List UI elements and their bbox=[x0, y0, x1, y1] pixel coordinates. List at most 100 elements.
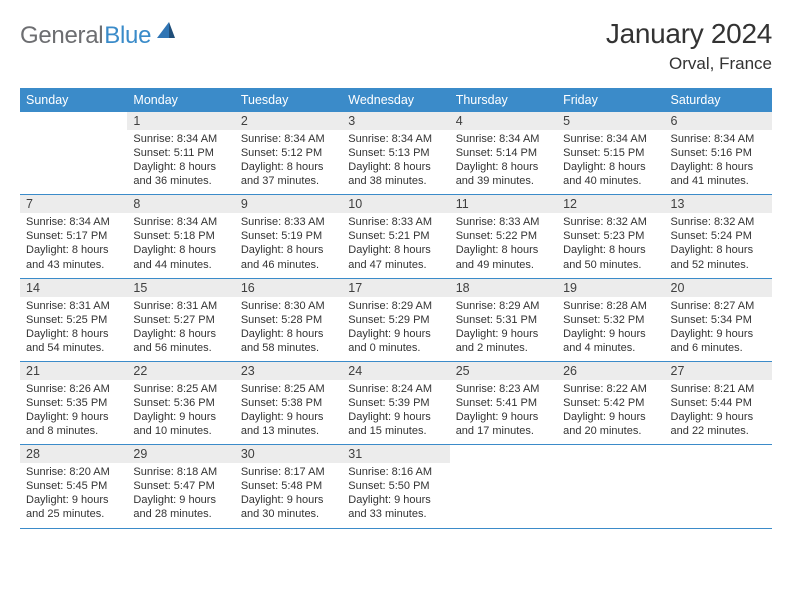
sunrise-text: Sunrise: 8:33 AM bbox=[456, 215, 553, 229]
sunrise-text: Sunrise: 8:18 AM bbox=[133, 465, 230, 479]
daylight-text: Daylight: 8 hours and 43 minutes. bbox=[26, 243, 123, 271]
daylight-text: Daylight: 9 hours and 4 minutes. bbox=[563, 327, 660, 355]
day-body: Sunrise: 8:23 AMSunset: 5:41 PMDaylight:… bbox=[450, 380, 557, 444]
daylight-text: Daylight: 8 hours and 54 minutes. bbox=[26, 327, 123, 355]
day-cell: 12Sunrise: 8:32 AMSunset: 5:23 PMDayligh… bbox=[557, 195, 664, 277]
day-cell: 11Sunrise: 8:33 AMSunset: 5:22 PMDayligh… bbox=[450, 195, 557, 277]
day-cell bbox=[20, 112, 127, 194]
day-body: Sunrise: 8:26 AMSunset: 5:35 PMDaylight:… bbox=[20, 380, 127, 444]
sunrise-text: Sunrise: 8:30 AM bbox=[241, 299, 338, 313]
sunrise-text: Sunrise: 8:34 AM bbox=[563, 132, 660, 146]
day-cell: 29Sunrise: 8:18 AMSunset: 5:47 PMDayligh… bbox=[127, 445, 234, 527]
sunrise-text: Sunrise: 8:31 AM bbox=[26, 299, 123, 313]
sunset-text: Sunset: 5:24 PM bbox=[671, 229, 768, 243]
weekday-saturday: Saturday bbox=[665, 88, 772, 112]
day-cell: 7Sunrise: 8:34 AMSunset: 5:17 PMDaylight… bbox=[20, 195, 127, 277]
day-body: Sunrise: 8:25 AMSunset: 5:36 PMDaylight:… bbox=[127, 380, 234, 444]
sunset-text: Sunset: 5:18 PM bbox=[133, 229, 230, 243]
weekday-header: Sunday Monday Tuesday Wednesday Thursday… bbox=[20, 88, 772, 112]
day-number: 12 bbox=[557, 195, 664, 213]
day-body: Sunrise: 8:24 AMSunset: 5:39 PMDaylight:… bbox=[342, 380, 449, 444]
day-number: 30 bbox=[235, 445, 342, 463]
sunrise-text: Sunrise: 8:34 AM bbox=[671, 132, 768, 146]
day-number: 29 bbox=[127, 445, 234, 463]
sunrise-text: Sunrise: 8:29 AM bbox=[348, 299, 445, 313]
daylight-text: Daylight: 9 hours and 15 minutes. bbox=[348, 410, 445, 438]
week-row: 28Sunrise: 8:20 AMSunset: 5:45 PMDayligh… bbox=[20, 445, 772, 528]
day-number: 24 bbox=[342, 362, 449, 380]
daylight-text: Daylight: 8 hours and 56 minutes. bbox=[133, 327, 230, 355]
day-number: 15 bbox=[127, 279, 234, 297]
day-body: Sunrise: 8:29 AMSunset: 5:29 PMDaylight:… bbox=[342, 297, 449, 361]
sunset-text: Sunset: 5:29 PM bbox=[348, 313, 445, 327]
sunrise-text: Sunrise: 8:27 AM bbox=[671, 299, 768, 313]
day-cell: 3Sunrise: 8:34 AMSunset: 5:13 PMDaylight… bbox=[342, 112, 449, 194]
day-number: 21 bbox=[20, 362, 127, 380]
sunrise-text: Sunrise: 8:25 AM bbox=[241, 382, 338, 396]
day-cell: 21Sunrise: 8:26 AMSunset: 5:35 PMDayligh… bbox=[20, 362, 127, 444]
daylight-text: Daylight: 9 hours and 6 minutes. bbox=[671, 327, 768, 355]
weekday-friday: Friday bbox=[557, 88, 664, 112]
sunset-text: Sunset: 5:31 PM bbox=[456, 313, 553, 327]
logo-sail-icon bbox=[155, 20, 177, 42]
logo-text-general: General bbox=[20, 22, 103, 50]
day-body: Sunrise: 8:34 AMSunset: 5:13 PMDaylight:… bbox=[342, 130, 449, 194]
day-cell: 27Sunrise: 8:21 AMSunset: 5:44 PMDayligh… bbox=[665, 362, 772, 444]
sunrise-text: Sunrise: 8:28 AM bbox=[563, 299, 660, 313]
sunrise-text: Sunrise: 8:34 AM bbox=[133, 215, 230, 229]
day-cell: 14Sunrise: 8:31 AMSunset: 5:25 PMDayligh… bbox=[20, 279, 127, 361]
day-number: 31 bbox=[342, 445, 449, 463]
day-cell: 13Sunrise: 8:32 AMSunset: 5:24 PMDayligh… bbox=[665, 195, 772, 277]
sunset-text: Sunset: 5:23 PM bbox=[563, 229, 660, 243]
daylight-text: Daylight: 9 hours and 13 minutes. bbox=[241, 410, 338, 438]
sunset-text: Sunset: 5:22 PM bbox=[456, 229, 553, 243]
day-body: Sunrise: 8:16 AMSunset: 5:50 PMDaylight:… bbox=[342, 463, 449, 527]
weekday-thursday: Thursday bbox=[450, 88, 557, 112]
daylight-text: Daylight: 9 hours and 10 minutes. bbox=[133, 410, 230, 438]
day-body: Sunrise: 8:22 AMSunset: 5:42 PMDaylight:… bbox=[557, 380, 664, 444]
day-cell: 20Sunrise: 8:27 AMSunset: 5:34 PMDayligh… bbox=[665, 279, 772, 361]
sunrise-text: Sunrise: 8:16 AM bbox=[348, 465, 445, 479]
day-cell: 4Sunrise: 8:34 AMSunset: 5:14 PMDaylight… bbox=[450, 112, 557, 194]
day-body: Sunrise: 8:17 AMSunset: 5:48 PMDaylight:… bbox=[235, 463, 342, 527]
day-cell: 28Sunrise: 8:20 AMSunset: 5:45 PMDayligh… bbox=[20, 445, 127, 527]
day-body: Sunrise: 8:25 AMSunset: 5:38 PMDaylight:… bbox=[235, 380, 342, 444]
day-number: 22 bbox=[127, 362, 234, 380]
sunrise-text: Sunrise: 8:31 AM bbox=[133, 299, 230, 313]
sunset-text: Sunset: 5:41 PM bbox=[456, 396, 553, 410]
sunset-text: Sunset: 5:38 PM bbox=[241, 396, 338, 410]
sunset-text: Sunset: 5:15 PM bbox=[563, 146, 660, 160]
daylight-text: Daylight: 8 hours and 47 minutes. bbox=[348, 243, 445, 271]
day-number: 4 bbox=[450, 112, 557, 130]
daylight-text: Daylight: 9 hours and 25 minutes. bbox=[26, 493, 123, 521]
day-cell: 15Sunrise: 8:31 AMSunset: 5:27 PMDayligh… bbox=[127, 279, 234, 361]
sunset-text: Sunset: 5:14 PM bbox=[456, 146, 553, 160]
day-number: 26 bbox=[557, 362, 664, 380]
day-number: 13 bbox=[665, 195, 772, 213]
logo-text-blue: Blue bbox=[104, 22, 151, 50]
day-cell: 30Sunrise: 8:17 AMSunset: 5:48 PMDayligh… bbox=[235, 445, 342, 527]
weekday-sunday: Sunday bbox=[20, 88, 127, 112]
title-month-year: January 2024 bbox=[606, 18, 772, 50]
daylight-text: Daylight: 9 hours and 30 minutes. bbox=[241, 493, 338, 521]
day-body: Sunrise: 8:31 AMSunset: 5:25 PMDaylight:… bbox=[20, 297, 127, 361]
day-cell: 22Sunrise: 8:25 AMSunset: 5:36 PMDayligh… bbox=[127, 362, 234, 444]
sunrise-text: Sunrise: 8:23 AM bbox=[456, 382, 553, 396]
day-cell: 23Sunrise: 8:25 AMSunset: 5:38 PMDayligh… bbox=[235, 362, 342, 444]
sunset-text: Sunset: 5:32 PM bbox=[563, 313, 660, 327]
day-body bbox=[665, 449, 772, 457]
day-body bbox=[20, 116, 127, 124]
weekday-wednesday: Wednesday bbox=[342, 88, 449, 112]
title-location: Orval, France bbox=[606, 54, 772, 74]
week-row: 14Sunrise: 8:31 AMSunset: 5:25 PMDayligh… bbox=[20, 279, 772, 362]
day-cell: 17Sunrise: 8:29 AMSunset: 5:29 PMDayligh… bbox=[342, 279, 449, 361]
day-body: Sunrise: 8:34 AMSunset: 5:11 PMDaylight:… bbox=[127, 130, 234, 194]
day-body: Sunrise: 8:18 AMSunset: 5:47 PMDaylight:… bbox=[127, 463, 234, 527]
sunrise-text: Sunrise: 8:25 AM bbox=[133, 382, 230, 396]
sunrise-text: Sunrise: 8:29 AM bbox=[456, 299, 553, 313]
day-body: Sunrise: 8:34 AMSunset: 5:17 PMDaylight:… bbox=[20, 213, 127, 277]
day-cell: 31Sunrise: 8:16 AMSunset: 5:50 PMDayligh… bbox=[342, 445, 449, 527]
day-body: Sunrise: 8:30 AMSunset: 5:28 PMDaylight:… bbox=[235, 297, 342, 361]
day-body: Sunrise: 8:34 AMSunset: 5:14 PMDaylight:… bbox=[450, 130, 557, 194]
sunset-text: Sunset: 5:34 PM bbox=[671, 313, 768, 327]
